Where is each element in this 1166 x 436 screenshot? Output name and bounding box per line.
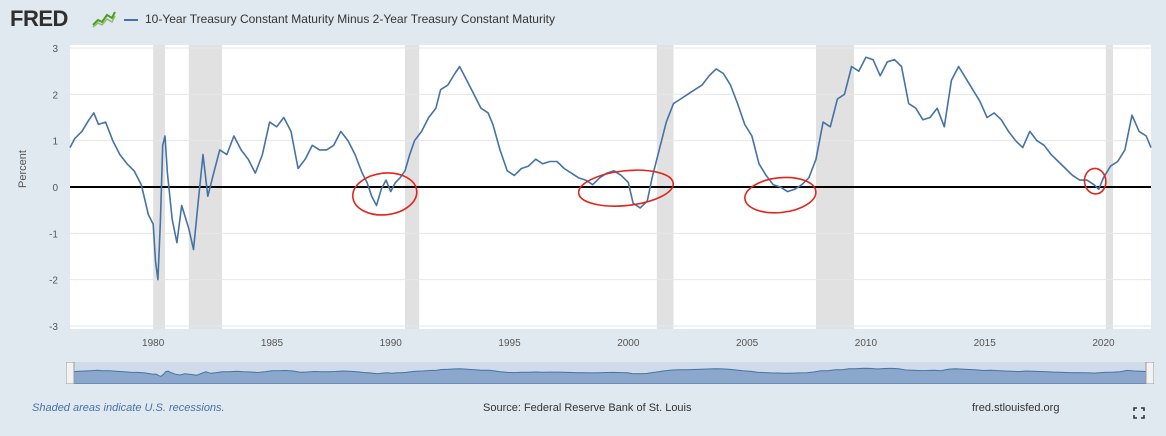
x-tick-label: 1990 [380,338,403,349]
navigator-series [73,367,1147,384]
range-navigator[interactable] [66,362,1154,384]
annotation-circle [577,169,675,207]
series-line [69,56,1152,281]
chart-header: FRED 10-Year Treasury Constant Maturity … [0,0,1166,40]
x-tick-label: 2005 [736,338,759,349]
navigator-handle-right[interactable] [1145,362,1154,384]
x-tick-label: 2000 [617,338,640,349]
y-tick-label: -3 [49,322,58,333]
fred-logo[interactable]: FRED [10,6,68,31]
legend-swatch [124,19,138,21]
recessions-note: Shaded areas indicate U.S. recessions. [32,402,225,414]
fullscreen-icon[interactable] [1133,407,1145,419]
annotation-circle [352,172,418,216]
x-tick-label: 2015 [974,338,997,349]
site-link[interactable]: fred.stlouisfed.org [972,402,1060,414]
annotation-circle [744,176,817,214]
annotation-circle [1083,167,1107,195]
chart-area[interactable]: 3 2 1 0 -1 -2 -3 1980 1985 1990 1995 2000 2005 2010 20… [0,0,1166,390]
fred-chart-icon [92,11,116,28]
y-tick-label: -1 [49,229,58,240]
x-tick-label: 1995 [498,338,521,349]
y-tick-label: 1 [52,137,58,148]
x-tick-label: 1980 [142,338,165,349]
y-tick-label: 2 [52,90,58,101]
y-tick-label: 3 [52,44,58,55]
series-title: 10-Year Treasury Constant Maturity Minus… [145,12,555,26]
x-tick-label: 1985 [261,338,284,349]
y-tick-label: 0 [52,183,58,194]
source-credit: Source: Federal Reserve Bank of St. Loui… [483,402,692,414]
navigator-handle-left[interactable] [66,362,75,384]
y-tick-label: -2 [49,276,58,287]
x-tick-label: 2010 [855,338,878,349]
x-tick-label: 2020 [1092,338,1115,349]
